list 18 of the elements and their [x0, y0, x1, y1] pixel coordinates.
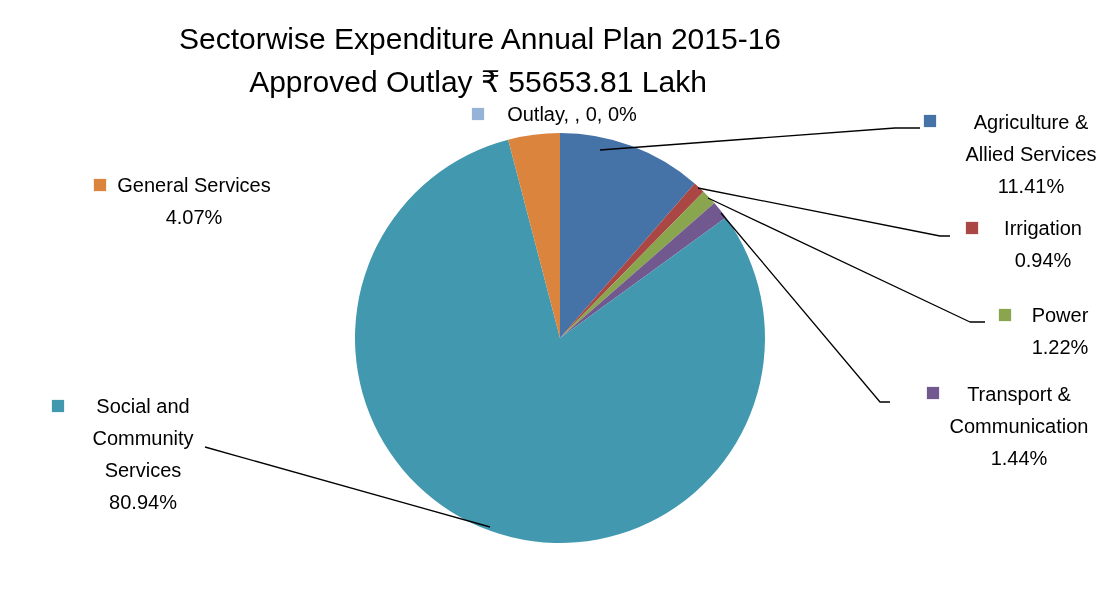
data-label: 1.44% — [990, 447, 1048, 469]
legend-label: Power — [1031, 304, 1089, 326]
chart-subtitle: Approved Outlay ₹ 55653.81 Lakh — [249, 65, 707, 98]
legend-label: Transport & Communication — [949, 383, 1089, 437]
pie-slice — [560, 133, 695, 338]
pie-slice — [355, 139, 765, 543]
data-label: 80.94% — [109, 491, 178, 513]
data-label: 1.22% — [1031, 336, 1089, 358]
data-label: 0.94% — [1014, 249, 1072, 271]
legend-label: Irrigation — [1004, 217, 1082, 239]
data-label: 11.41% — [997, 175, 1065, 197]
legend-label: Agriculture & Allied Services — [965, 111, 1097, 165]
chart-title: Sectorwise Expenditure Annual Plan 2015-16 — [178, 22, 782, 55]
pie-slice — [508, 133, 560, 338]
data-label: 4.07% — [165, 206, 223, 228]
legend-label: Outlay, , 0, 0% — [507, 103, 638, 125]
legend-label: Social and Community Services — [92, 395, 194, 481]
legend-label: General Services — [117, 174, 271, 196]
